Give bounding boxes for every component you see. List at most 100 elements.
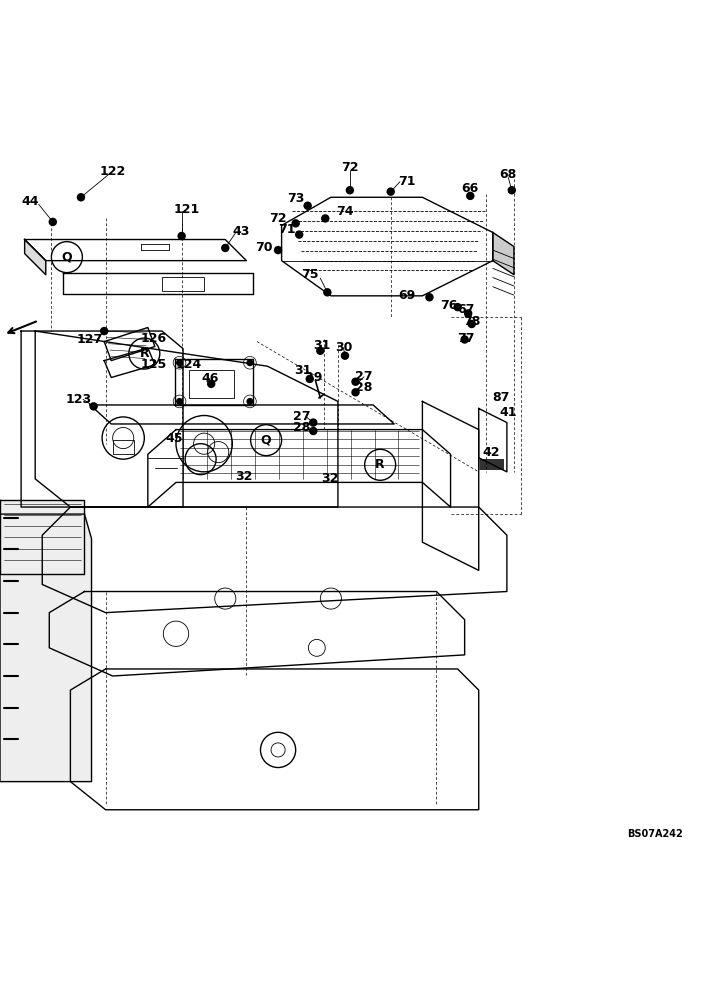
Circle shape — [508, 186, 516, 194]
Text: 73: 73 — [287, 192, 304, 205]
Text: 77: 77 — [458, 332, 474, 345]
Text: 32: 32 — [321, 472, 338, 485]
Text: 78: 78 — [463, 315, 480, 328]
Circle shape — [309, 427, 318, 435]
Text: 124: 124 — [175, 358, 202, 371]
Circle shape — [351, 388, 360, 397]
Circle shape — [207, 380, 215, 388]
Circle shape — [464, 309, 472, 318]
Polygon shape — [282, 197, 493, 296]
Polygon shape — [63, 273, 253, 294]
Circle shape — [177, 232, 186, 240]
Text: 27: 27 — [356, 370, 372, 383]
Text: 75: 75 — [301, 268, 318, 281]
Bar — [113, 440, 134, 454]
Circle shape — [346, 186, 354, 194]
Text: 28: 28 — [356, 381, 372, 394]
Text: 123: 123 — [65, 393, 92, 406]
Polygon shape — [42, 507, 507, 613]
Text: 72: 72 — [270, 212, 287, 225]
Text: 66: 66 — [462, 182, 479, 195]
Text: 71: 71 — [278, 223, 295, 236]
Text: 29: 29 — [305, 371, 322, 384]
Polygon shape — [35, 331, 338, 507]
Text: 125: 125 — [140, 358, 167, 371]
Circle shape — [351, 378, 360, 386]
Circle shape — [89, 402, 98, 411]
Text: 46: 46 — [201, 372, 218, 385]
Text: 72: 72 — [341, 161, 358, 174]
Text: 68: 68 — [500, 168, 517, 181]
Text: 41: 41 — [500, 406, 517, 418]
Circle shape — [176, 398, 183, 405]
Polygon shape — [0, 514, 92, 782]
Text: 121: 121 — [173, 203, 200, 216]
Polygon shape — [479, 408, 507, 472]
Circle shape — [323, 288, 332, 297]
Circle shape — [453, 303, 462, 311]
Text: 122: 122 — [99, 165, 126, 178]
Text: 32: 32 — [236, 470, 253, 483]
Text: Q: Q — [61, 251, 73, 264]
Bar — [162, 277, 204, 291]
Text: 87: 87 — [493, 391, 510, 404]
Circle shape — [466, 192, 474, 200]
Text: 44: 44 — [22, 195, 39, 208]
Polygon shape — [21, 331, 183, 507]
Text: 31: 31 — [294, 364, 311, 377]
Circle shape — [386, 187, 395, 196]
Circle shape — [425, 293, 434, 301]
Circle shape — [303, 202, 312, 210]
Polygon shape — [70, 669, 479, 810]
Text: 126: 126 — [140, 332, 167, 345]
Bar — [189, 370, 234, 398]
Text: 71: 71 — [398, 175, 415, 188]
Text: 67: 67 — [458, 303, 474, 316]
Text: 43: 43 — [232, 225, 249, 238]
Text: R: R — [139, 347, 149, 360]
Text: 28: 28 — [293, 421, 310, 434]
Circle shape — [306, 375, 314, 383]
Polygon shape — [90, 405, 394, 424]
Polygon shape — [0, 500, 84, 574]
Polygon shape — [175, 359, 253, 405]
Polygon shape — [49, 592, 465, 676]
Circle shape — [291, 219, 300, 228]
Polygon shape — [148, 430, 451, 507]
Polygon shape — [422, 401, 479, 570]
Text: Q: Q — [260, 434, 272, 447]
Circle shape — [246, 398, 253, 405]
Circle shape — [221, 244, 230, 252]
Text: 27: 27 — [293, 410, 310, 423]
Text: 42: 42 — [483, 446, 500, 459]
Circle shape — [295, 230, 303, 239]
Circle shape — [321, 214, 329, 223]
Text: BS07A242: BS07A242 — [627, 829, 683, 839]
Circle shape — [49, 218, 57, 226]
Bar — [470, 459, 504, 470]
Circle shape — [467, 320, 476, 328]
Polygon shape — [493, 232, 514, 275]
Text: 76: 76 — [441, 299, 458, 312]
Circle shape — [309, 418, 318, 427]
Text: 30: 30 — [335, 341, 352, 354]
Polygon shape — [104, 348, 155, 378]
Text: 31: 31 — [313, 339, 330, 352]
Text: 74: 74 — [337, 205, 353, 218]
Circle shape — [100, 327, 108, 335]
Circle shape — [176, 359, 183, 366]
Circle shape — [77, 193, 85, 202]
Text: 127: 127 — [77, 333, 103, 346]
Circle shape — [316, 347, 325, 355]
Circle shape — [341, 351, 349, 360]
Circle shape — [246, 359, 253, 366]
Text: R: R — [375, 458, 385, 471]
Polygon shape — [104, 328, 155, 361]
Text: 70: 70 — [256, 241, 272, 254]
Polygon shape — [25, 240, 246, 261]
Polygon shape — [25, 240, 46, 275]
Circle shape — [274, 246, 282, 254]
Circle shape — [460, 335, 469, 344]
Text: 45: 45 — [166, 432, 183, 445]
Text: 69: 69 — [398, 289, 415, 302]
